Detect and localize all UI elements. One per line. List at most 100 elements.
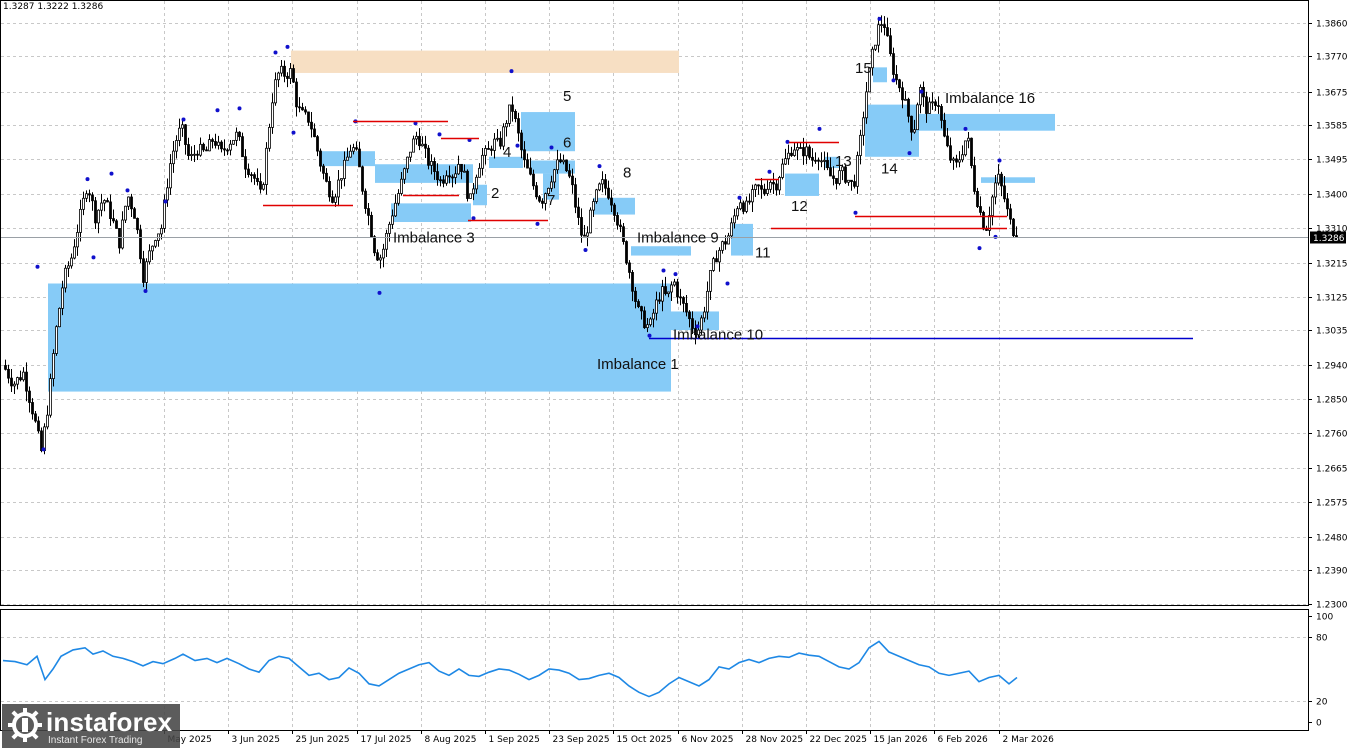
candle-body — [169, 163, 172, 189]
candle-body — [961, 154, 964, 161]
candle-body — [889, 35, 892, 55]
candle-body — [364, 190, 367, 209]
candle-body — [586, 232, 589, 237]
candle-body — [709, 270, 712, 292]
candle-body — [406, 156, 409, 170]
candle-body — [649, 318, 652, 326]
swing-point-marker — [907, 151, 912, 156]
candle-body — [940, 106, 943, 121]
candle-body — [622, 226, 625, 242]
candle-body — [964, 140, 967, 156]
candle-body — [250, 174, 253, 176]
candle-body — [634, 290, 637, 302]
candle-body — [532, 173, 535, 187]
candle-body — [670, 284, 673, 293]
candle-body — [958, 159, 961, 163]
y-tick-label: 1.2480 — [1316, 534, 1348, 544]
candle-body — [343, 159, 346, 179]
x-tick-label: 6 Nov 2025 — [682, 735, 734, 745]
candle-body — [796, 147, 799, 151]
candle-body — [211, 139, 214, 142]
candle-body — [412, 138, 415, 153]
candle-body — [16, 377, 19, 385]
candle-body — [97, 209, 100, 224]
candle-body — [520, 132, 523, 151]
candle-body — [121, 219, 124, 249]
x-tick-label: 17 Jul 2025 — [361, 735, 412, 745]
candle-body — [67, 265, 70, 269]
candle-body — [952, 158, 955, 161]
candle-body — [124, 205, 127, 221]
oscillator-tick-label: 0 — [1316, 719, 1322, 729]
candle-body — [571, 175, 574, 186]
candle-body — [910, 115, 913, 133]
candle-body — [208, 139, 211, 152]
candle-body — [229, 143, 232, 151]
y-tick-label: 1.3400 — [1316, 191, 1348, 201]
candle-body — [49, 378, 52, 416]
candle-body — [379, 257, 382, 261]
candle-body — [763, 188, 766, 194]
swing-point-marker — [853, 210, 858, 215]
y-tick-label: 1.3310 — [1316, 225, 1348, 235]
candle-body — [61, 287, 64, 309]
candle-body — [880, 24, 883, 26]
candle-body — [193, 153, 196, 156]
candle-body — [982, 211, 985, 230]
candle-body — [472, 188, 475, 195]
candle-body — [142, 258, 145, 283]
candle-body — [511, 104, 514, 112]
imbalance-zone — [631, 246, 691, 256]
imbalance-label: 4 — [503, 144, 511, 161]
candle-body — [1003, 185, 1006, 200]
supply-zone — [291, 50, 679, 73]
candle-body — [727, 235, 730, 245]
swing-point-marker — [597, 164, 602, 169]
candle-body — [286, 75, 289, 79]
candle-body — [475, 176, 478, 190]
imbalance-zone — [825, 156, 839, 168]
candle-body — [319, 150, 322, 167]
candle-body — [310, 121, 313, 130]
candle-body — [1006, 198, 1009, 210]
candle-body — [499, 137, 502, 147]
candle-body — [1015, 235, 1018, 238]
candle-body — [886, 27, 889, 37]
y-tick-label: 1.2940 — [1316, 362, 1348, 372]
candle-body — [901, 87, 904, 101]
candle-body — [967, 137, 970, 142]
imbalance-label: Imbalance 1 — [597, 356, 679, 373]
candle-body — [439, 179, 442, 182]
candle-body — [265, 147, 268, 185]
imbalance-zone — [865, 104, 919, 157]
x-tick-label: 23 Sep 2025 — [553, 735, 610, 745]
candle-body — [760, 185, 763, 190]
candle-body — [853, 181, 856, 187]
candle-body — [181, 124, 184, 129]
candle-body — [436, 171, 439, 181]
candle-body — [931, 101, 934, 104]
swing-point-marker — [877, 16, 882, 21]
candle-body — [37, 420, 40, 432]
candle-body — [604, 179, 607, 189]
candle-body — [664, 286, 667, 295]
candle-body — [535, 185, 538, 198]
candle-body — [76, 232, 79, 248]
candle-body — [22, 371, 25, 381]
swing-point-marker — [919, 89, 924, 94]
x-tick-label: 22 Dec 2025 — [810, 735, 868, 745]
candle-body — [109, 201, 112, 220]
candle-body — [526, 159, 529, 169]
candle-body — [400, 178, 403, 194]
candle-body — [13, 383, 16, 387]
logo-name: instaforex — [46, 707, 173, 737]
candle-body — [865, 91, 868, 119]
candle-body — [598, 183, 601, 191]
candle-body — [616, 215, 619, 226]
candle-body — [352, 147, 355, 152]
candle-body — [328, 181, 331, 198]
candle-body — [235, 131, 238, 141]
candle-body — [223, 148, 226, 151]
imbalance-zone — [48, 283, 671, 392]
candle-body — [574, 184, 577, 208]
